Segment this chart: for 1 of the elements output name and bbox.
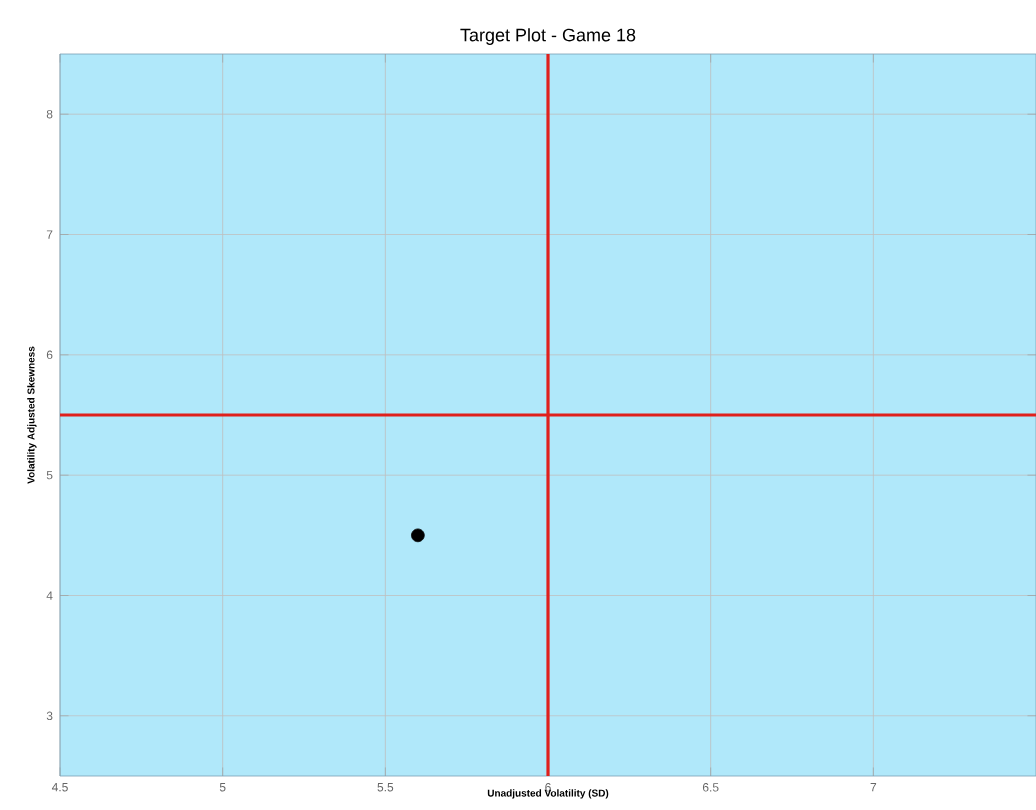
chart-title: Target Plot - Game 18 <box>460 28 636 45</box>
